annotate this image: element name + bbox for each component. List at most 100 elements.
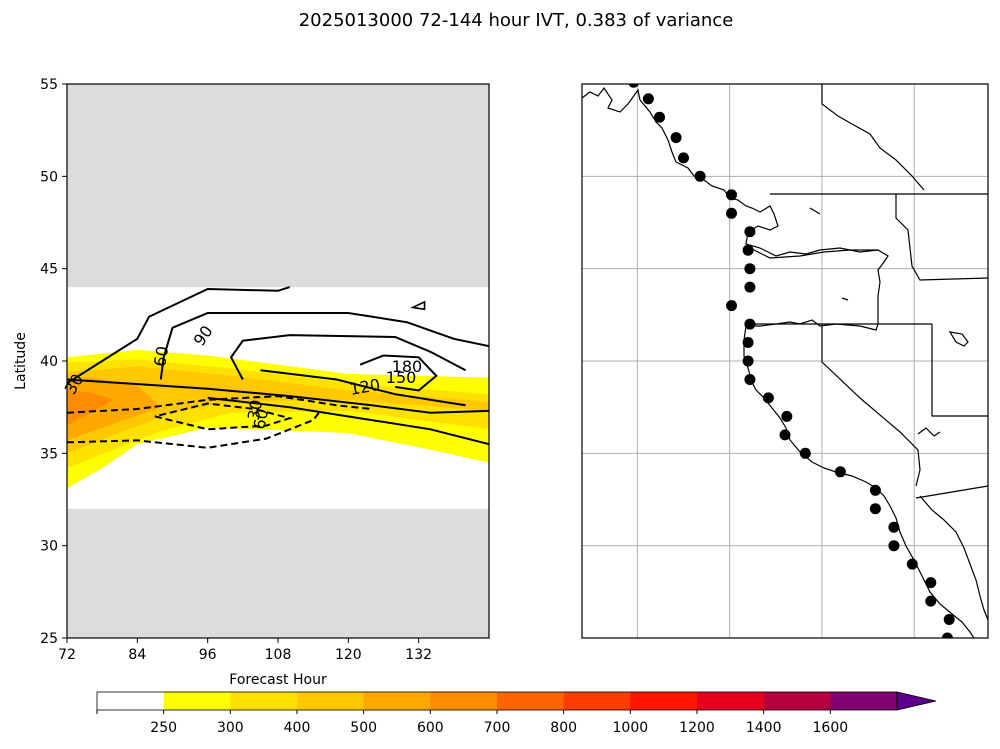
colorbar-segment (630, 692, 698, 710)
station-marker (670, 132, 682, 144)
y-tick-label: 45 (40, 262, 58, 278)
colorbar-tick-label: 1400 (746, 720, 782, 736)
colorbar-tick-label: 400 (284, 720, 311, 736)
contour-label: 180 (392, 357, 423, 376)
station-marker (654, 111, 665, 123)
island-3 (948, 331, 969, 347)
contour-line-90 (229, 334, 467, 380)
island-1 (809, 207, 821, 215)
x-tick-label: 96 (199, 647, 217, 663)
x-tick-label: 120 (335, 647, 362, 663)
station-marker (762, 392, 774, 404)
colorbar-tick-label: 600 (417, 720, 444, 736)
x-axis-ticks: 72 84 96 108 120 132 (58, 638, 432, 663)
station-marker (744, 281, 756, 293)
colorbar-tick-label: 800 (550, 720, 577, 736)
colorbar-tick-label: 1600 (813, 720, 849, 736)
station-marker (742, 244, 754, 256)
coastline-path (582, 86, 975, 638)
colorbar-tick-label: 700 (484, 720, 511, 736)
station-marker (869, 484, 881, 496)
colorbar-segment (363, 692, 431, 710)
masked-region-1 (67, 508, 489, 638)
bc-border (821, 84, 925, 191)
station-marker (925, 577, 937, 589)
station-marker (888, 521, 900, 533)
y-tick-label: 35 (40, 446, 58, 462)
y-axis-ticks: 25 30 35 40 45 50 55 (40, 77, 67, 647)
international-border (915, 485, 988, 499)
contour-line-150 (207, 396, 489, 446)
station-marker (744, 226, 756, 238)
filled-contour-400 (67, 366, 489, 454)
contour-label: 60 (150, 345, 172, 368)
y-tick-label: 50 (40, 169, 58, 185)
contour-small-closed (410, 300, 426, 311)
x-tick-label: 108 (265, 647, 292, 663)
state-border-idaho-vertical (895, 194, 988, 281)
colorbar-segment (163, 692, 231, 710)
station-marker (744, 318, 756, 330)
station-marker (744, 263, 756, 275)
colorbar-tick-label: 1000 (613, 720, 649, 736)
station-marker (779, 429, 791, 441)
colorbar: 250 300 400 500 600 700 800 1000 1200 1400 1600 (96, 691, 937, 736)
contour-label: 150 (386, 368, 417, 387)
contour-line-30 (67, 286, 291, 385)
station-marker (869, 503, 881, 515)
colorbar-extend-arrow (896, 691, 937, 711)
station-marker (888, 540, 900, 552)
station-marker (742, 355, 754, 367)
colorbar-segment (830, 692, 898, 710)
station-marker (943, 614, 955, 625)
state-border-nevada-utah (931, 324, 988, 417)
colorbar-tick-label: 500 (350, 720, 377, 736)
colorbar-segment (763, 692, 831, 710)
y-tick-label: 40 (40, 354, 58, 370)
y-tick-label: 25 (40, 631, 58, 647)
state-border-california-nevada (821, 324, 921, 487)
station-marker (742, 337, 754, 348)
coastline (582, 84, 988, 638)
colorbar-segment (430, 692, 498, 710)
gulf-of-california-coast (919, 495, 988, 621)
contour-line-neg-60 (67, 412, 320, 449)
filled-contour-600 (67, 390, 114, 426)
x-tick-label: 132 (405, 647, 432, 663)
colorbar-segment (497, 692, 565, 710)
station-marker (906, 558, 918, 570)
y-tick-label: 55 (40, 77, 58, 93)
contour-line-neg-30 (67, 395, 372, 414)
station-marker (726, 207, 737, 219)
station-marker (799, 447, 811, 459)
colorbar-ticks: 250 300 400 500 600 700 800 1000 1200 1400 1600 (96, 710, 849, 736)
colorbar-segment (97, 692, 165, 710)
station-marker (781, 410, 793, 422)
station-marker (678, 152, 689, 164)
colorbar-tick-label: 300 (217, 720, 244, 736)
colorbar-segment (697, 692, 765, 710)
figure-title: 2025013000 72-144 hour IVT, 0.383 of var… (299, 10, 734, 31)
station-marker (694, 170, 706, 182)
station-marker (726, 300, 737, 312)
x-tick-label: 72 (58, 647, 76, 663)
station-marker (834, 466, 846, 478)
station-marker (941, 632, 953, 638)
station-marker (628, 84, 639, 88)
colorbar-segments (97, 692, 898, 710)
masked-regions (67, 84, 489, 638)
colorbar-segment (297, 692, 365, 710)
contour-label: 60 (250, 407, 272, 430)
station-markers (628, 84, 955, 638)
y-axis-label: Latitude (13, 332, 29, 390)
y-tick-label: 30 (40, 539, 58, 555)
station-marker (642, 93, 654, 105)
contour-line-120 (67, 378, 489, 414)
x-axis-label: Forecast Hour (229, 672, 327, 688)
station-map-panel (581, 83, 989, 639)
contour-line-210 (359, 354, 438, 392)
island-4 (917, 427, 941, 437)
x-tick-label: 84 (128, 647, 146, 663)
island-2 (841, 297, 849, 301)
